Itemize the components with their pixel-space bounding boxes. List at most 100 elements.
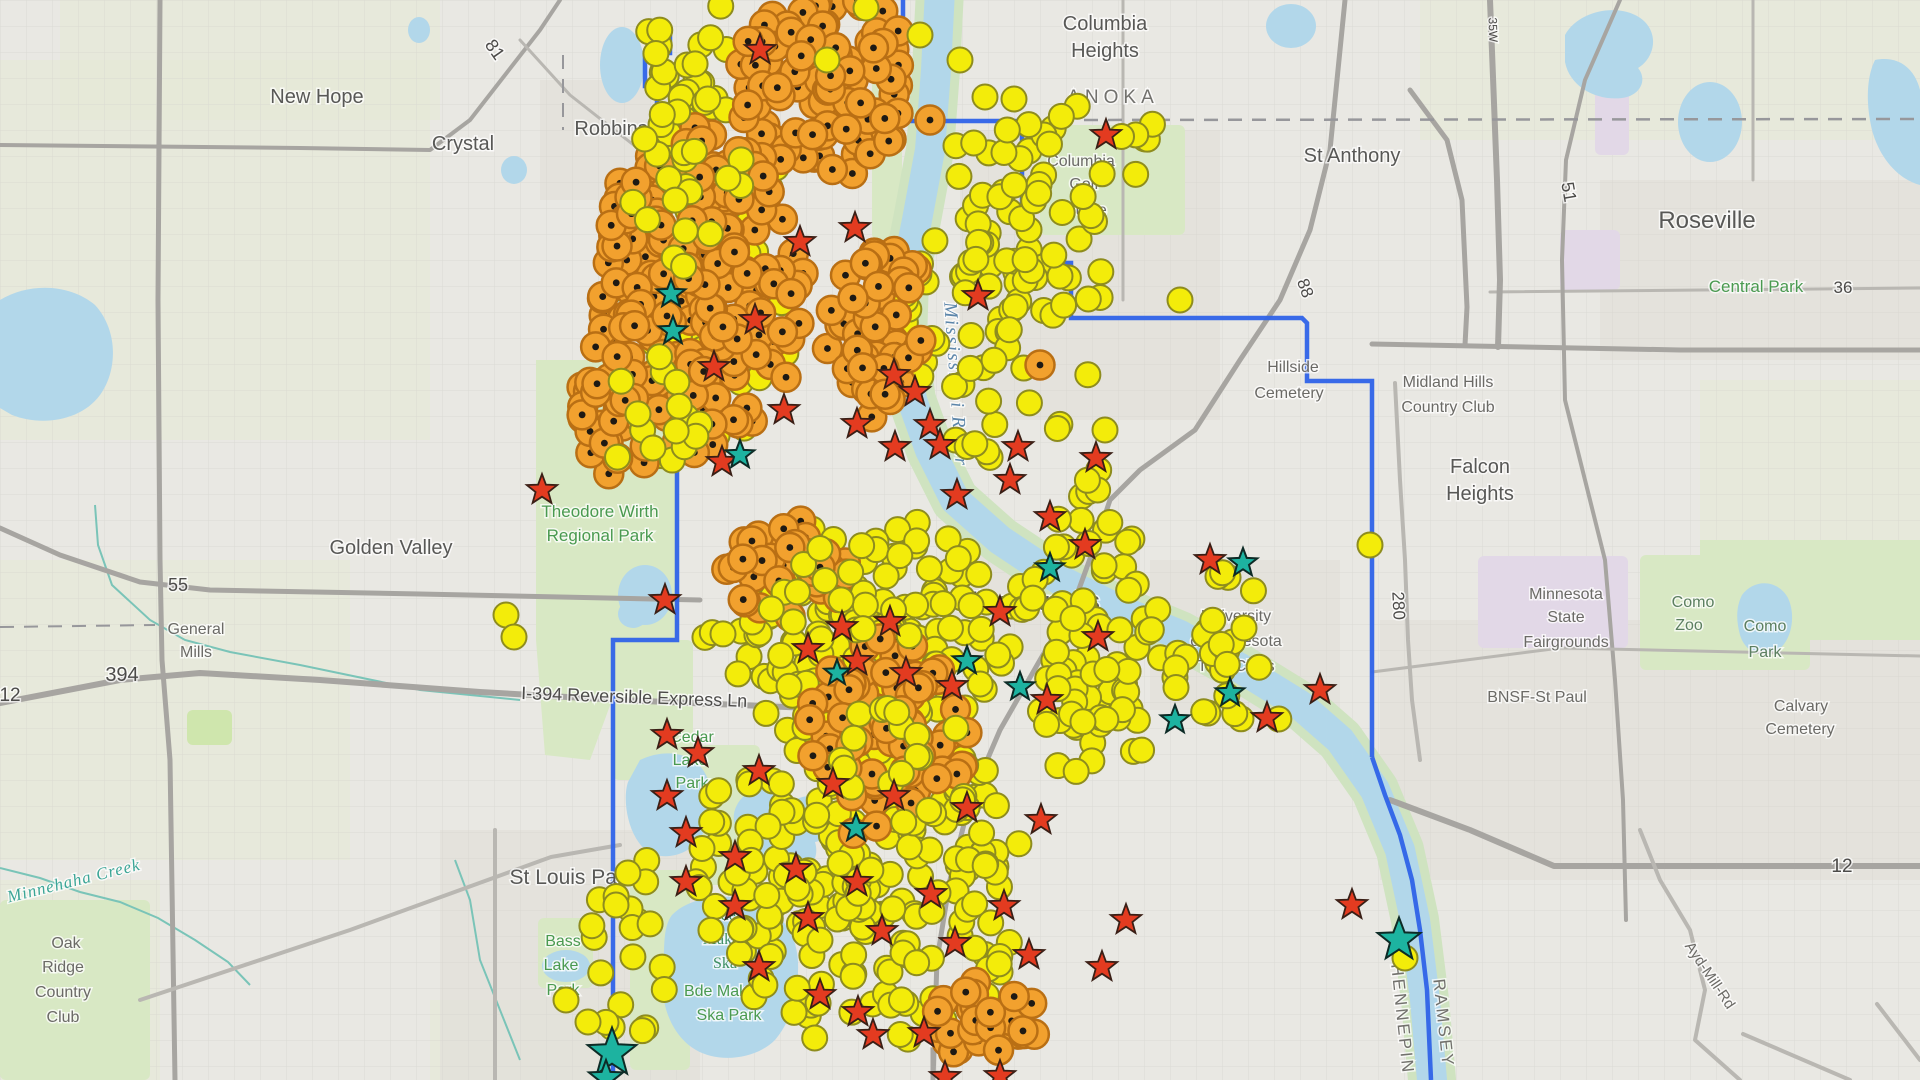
incident-marker-red-star[interactable] <box>897 373 933 407</box>
incident-marker-red-star[interactable] <box>837 209 873 243</box>
incident-marker-red-star[interactable] <box>876 356 912 390</box>
incident-marker-red-star[interactable] <box>982 1057 1018 1080</box>
incident-marker-red-star[interactable] <box>872 603 908 637</box>
incident-marker-teal-star[interactable] <box>1225 545 1261 578</box>
incident-marker-yellow[interactable] <box>648 100 676 128</box>
incident-marker-yellow[interactable] <box>650 975 678 1003</box>
incident-marker-yellow[interactable] <box>624 400 652 428</box>
incident-marker-yellow[interactable] <box>903 949 931 977</box>
incident-marker-red-star[interactable] <box>668 863 704 897</box>
incident-marker-red-star[interactable] <box>949 789 985 823</box>
incident-marker-teal-star[interactable] <box>821 656 853 687</box>
incident-marker-yellow[interactable] <box>1005 830 1033 858</box>
incident-marker-yellow[interactable] <box>849 615 877 643</box>
incident-marker-red-star[interactable] <box>742 31 778 65</box>
incident-marker-yellow[interactable] <box>929 590 957 618</box>
incident-marker-red-star[interactable] <box>839 863 875 897</box>
incident-marker-yellow[interactable] <box>619 943 647 971</box>
incident-marker-red-star[interactable] <box>1334 886 1370 920</box>
incident-marker-yellow[interactable] <box>1025 179 1053 207</box>
incident-marker-red-star[interactable] <box>912 406 948 440</box>
incident-marker-yellow[interactable] <box>902 591 930 619</box>
incident-marker-yellow[interactable] <box>701 892 729 920</box>
incident-marker-red-star[interactable] <box>1192 541 1228 575</box>
incident-marker-red-star[interactable] <box>1032 498 1068 532</box>
incident-marker-yellow[interactable] <box>1074 361 1102 389</box>
incident-marker-yellow[interactable] <box>1356 531 1384 559</box>
incident-marker-yellow[interactable] <box>941 372 969 400</box>
incident-marker-red-star[interactable] <box>986 887 1022 921</box>
incident-marker-yellow[interactable] <box>980 346 1008 374</box>
incident-marker-yellow[interactable] <box>1199 606 1227 634</box>
incident-marker-yellow[interactable] <box>946 46 974 74</box>
incident-marker-red-star[interactable] <box>906 1014 942 1048</box>
incident-marker-yellow[interactable] <box>602 891 630 919</box>
incident-marker-yellow[interactable] <box>665 392 693 420</box>
incident-marker-yellow[interactable] <box>767 770 795 798</box>
incident-marker-red-star[interactable] <box>876 777 912 811</box>
incident-marker-red-star[interactable] <box>960 277 996 311</box>
incident-marker-yellow[interactable] <box>1090 552 1118 580</box>
incident-marker-red-star[interactable] <box>982 593 1018 627</box>
incident-marker-red-star[interactable] <box>877 428 913 462</box>
incident-marker-yellow[interactable] <box>1074 285 1102 313</box>
incident-marker-red-star[interactable] <box>840 993 876 1027</box>
incident-marker-red-star[interactable] <box>1249 699 1285 733</box>
incident-marker-red-star[interactable] <box>1029 681 1065 715</box>
incident-marker-yellow[interactable] <box>1093 656 1121 684</box>
incident-marker-red-star[interactable] <box>839 642 875 676</box>
incident-marker-yellow[interactable] <box>783 974 811 1002</box>
incident-marker-red-star[interactable] <box>922 426 958 460</box>
incident-marker-yellow[interactable] <box>806 534 834 562</box>
incident-marker-red-star[interactable] <box>790 899 826 933</box>
incident-marker-yellow[interactable] <box>694 85 722 113</box>
incident-marker-teal-star[interactable] <box>1157 702 1193 735</box>
incident-marker-yellow[interactable] <box>887 759 915 787</box>
incident-marker-red-star[interactable] <box>913 875 949 909</box>
incident-marker-red-star[interactable] <box>782 223 818 257</box>
incident-marker-yellow[interactable] <box>780 998 808 1026</box>
incident-marker-yellow[interactable] <box>906 21 934 49</box>
incident-marker-yellow[interactable] <box>681 50 709 78</box>
incident-marker-yellow[interactable] <box>961 430 989 458</box>
incident-marker-yellow[interactable] <box>957 592 985 620</box>
incident-marker-yellow[interactable] <box>607 367 635 395</box>
incident-marker-yellow[interactable] <box>688 834 716 862</box>
incident-marker-teal-star[interactable] <box>838 810 874 843</box>
incident-marker-yellow[interactable] <box>876 958 904 986</box>
incident-marker-yellow[interactable] <box>767 641 795 669</box>
incident-marker-red-star[interactable] <box>1108 901 1144 935</box>
incident-marker-yellow[interactable] <box>975 387 1003 415</box>
incident-marker-red-star[interactable] <box>766 391 802 425</box>
incident-marker-red-star[interactable] <box>680 734 716 768</box>
incident-marker-yellow[interactable] <box>727 916 755 944</box>
incident-marker-yellow[interactable] <box>724 660 752 688</box>
incident-marker-teal-star[interactable] <box>949 643 985 676</box>
incident-marker-red-star[interactable] <box>802 976 838 1010</box>
incident-marker-yellow[interactable] <box>827 586 855 614</box>
incident-marker-red-star[interactable] <box>717 838 753 872</box>
incident-marker-red-star[interactable] <box>927 1058 963 1080</box>
incident-marker-yellow[interactable] <box>851 591 879 619</box>
incident-marker-red-star[interactable] <box>855 1016 891 1050</box>
incident-marker-yellow[interactable] <box>936 614 964 642</box>
incident-marker-yellow[interactable] <box>697 916 725 944</box>
incident-marker-yellow[interactable] <box>1091 416 1119 444</box>
incident-marker-yellow[interactable] <box>707 0 735 20</box>
incident-marker-yellow[interactable] <box>967 615 995 643</box>
incident-marker-yellow[interactable] <box>1011 246 1039 274</box>
incident-marker-yellow[interactable] <box>852 0 880 22</box>
incident-marker-yellow[interactable] <box>757 595 785 623</box>
incident-marker-yellow[interactable] <box>811 566 839 594</box>
incident-marker-yellow[interactable] <box>1128 736 1156 764</box>
incident-marker-yellow[interactable] <box>1073 466 1101 494</box>
incident-marker-yellow[interactable] <box>1239 577 1267 605</box>
incident-marker-yellow[interactable] <box>971 83 999 111</box>
incident-marker-yellow[interactable] <box>945 162 973 190</box>
incident-marker-yellow[interactable] <box>1114 528 1142 556</box>
incident-marker-yellow[interactable] <box>903 527 931 555</box>
incident-marker-red-star[interactable] <box>741 948 777 982</box>
incident-marker-red-star[interactable] <box>937 924 973 958</box>
incident-marker-yellow[interactable] <box>1000 85 1028 113</box>
incident-marker-red-star[interactable] <box>649 777 685 811</box>
